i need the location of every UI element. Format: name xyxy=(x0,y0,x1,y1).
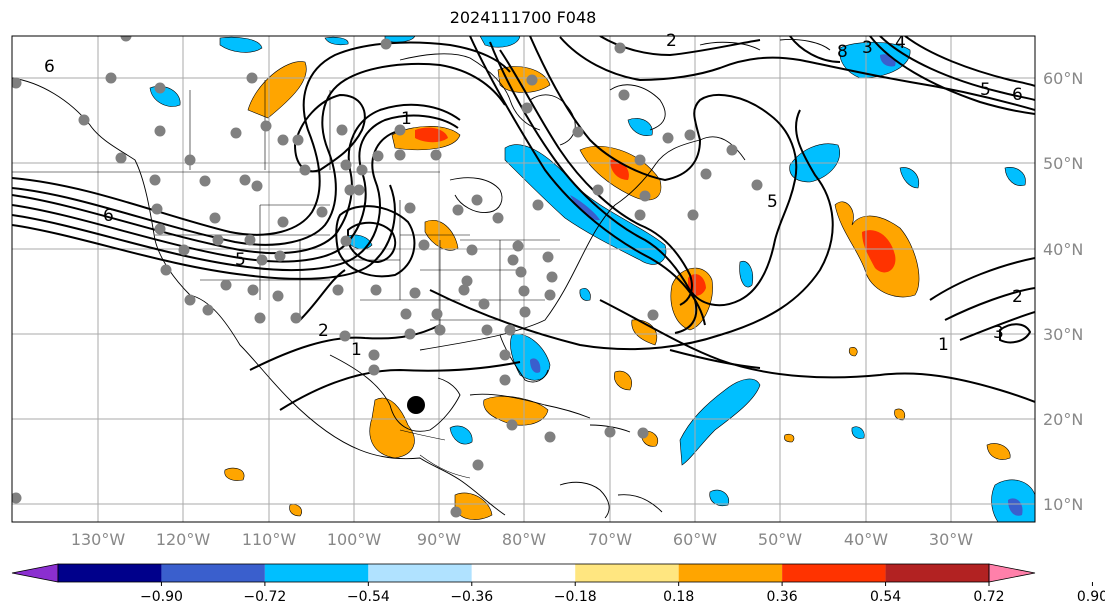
coastlines-borders xyxy=(12,39,831,519)
longitude-labels: 130°W 120°W 110°W 100°W 90°W 80°W 70°W 6… xyxy=(71,530,973,549)
latitude-labels: 60°N 50°N 40°N 30°N 20°N 10°N xyxy=(1043,69,1083,514)
lon-label: 130°W xyxy=(71,530,126,549)
lat-label: 10°N xyxy=(1043,495,1083,514)
colorbar-segment xyxy=(575,564,679,582)
contour-label-group: 6 6 5 1 2 1 1 2 3 5 6 5 2 3 4 8 xyxy=(44,31,1023,360)
map-border xyxy=(11,35,1036,523)
contour-label: 3 xyxy=(993,323,1004,343)
station-markers xyxy=(12,36,763,518)
contour-label: 5 xyxy=(235,250,246,270)
colorbar-tick-label: 0.36 xyxy=(767,589,798,605)
lat-label: 20°N xyxy=(1043,410,1083,429)
colorbar-segment xyxy=(471,564,576,582)
colorbar-segment xyxy=(264,564,369,582)
colorbar-tick-label: 0.72 xyxy=(973,589,1004,605)
lon-label: 50°W xyxy=(758,530,802,549)
contour-label: 2 xyxy=(666,31,677,51)
colorbar-border xyxy=(57,563,990,583)
lat-label: 30°N xyxy=(1043,325,1083,344)
contour-label: 2 xyxy=(1012,287,1023,307)
colorbar-segment xyxy=(885,564,989,582)
colorbar-segment xyxy=(782,564,886,582)
contour-label: 4 xyxy=(895,33,906,53)
lat-label: 60°N xyxy=(1043,69,1083,88)
contour-label: 6 xyxy=(44,57,55,77)
contour-label: 3 xyxy=(862,38,873,58)
colorbar-tick-label: 0.90 xyxy=(1077,589,1105,605)
contour-label: 1 xyxy=(938,335,949,355)
colorbar-tick-label: −0.90 xyxy=(140,589,183,605)
colorbar: −0.90 −0.72 −0.54 −0.36 −0.18 0.18 0.36 0.54 0.7… xyxy=(11,563,1105,605)
lon-label: 40°W xyxy=(844,530,888,549)
contour-label: 8 xyxy=(837,42,848,62)
lat-label: 50°N xyxy=(1043,154,1083,173)
colorbar-segment xyxy=(368,564,472,582)
contour-label: 6 xyxy=(1012,85,1023,105)
lon-label: 120°W xyxy=(156,530,211,549)
colorbar-extend-high xyxy=(988,563,1036,583)
lon-label: 60°W xyxy=(673,530,717,549)
contour-label: 6 xyxy=(103,206,114,226)
colorbar-tick-label: −0.18 xyxy=(554,589,597,605)
contour-label: 5 xyxy=(767,192,778,212)
colorbar-tick-label: −0.72 xyxy=(243,589,286,605)
colorbar-segment xyxy=(161,564,265,582)
colorbar-extend-low xyxy=(11,563,59,583)
lon-label: 70°W xyxy=(588,530,632,549)
lon-label: 110°W xyxy=(242,530,297,549)
colorbar-tick-label: −0.36 xyxy=(450,589,493,605)
strong-positive-shading xyxy=(415,127,896,296)
colorbar-tick-label: −0.54 xyxy=(347,589,390,605)
contour-label: 1 xyxy=(351,340,362,360)
contour-label: 5 xyxy=(980,80,991,100)
contour-label: 2 xyxy=(318,321,329,341)
lon-label: 100°W xyxy=(327,530,382,549)
storm-center-marker xyxy=(407,396,425,414)
lat-label: 40°N xyxy=(1043,240,1083,259)
lon-label: 80°W xyxy=(502,530,546,549)
lon-label: 30°W xyxy=(929,530,973,549)
lon-label: 90°W xyxy=(417,530,461,549)
colorbar-tick-label: 0.18 xyxy=(663,589,694,605)
contour-label: 1 xyxy=(401,109,412,129)
colorbar-segment xyxy=(678,564,783,582)
colorbar-tick-label: 0.54 xyxy=(870,589,901,605)
map-title: 2024111700 F048 xyxy=(449,8,597,27)
colorbar-segment xyxy=(58,564,162,582)
